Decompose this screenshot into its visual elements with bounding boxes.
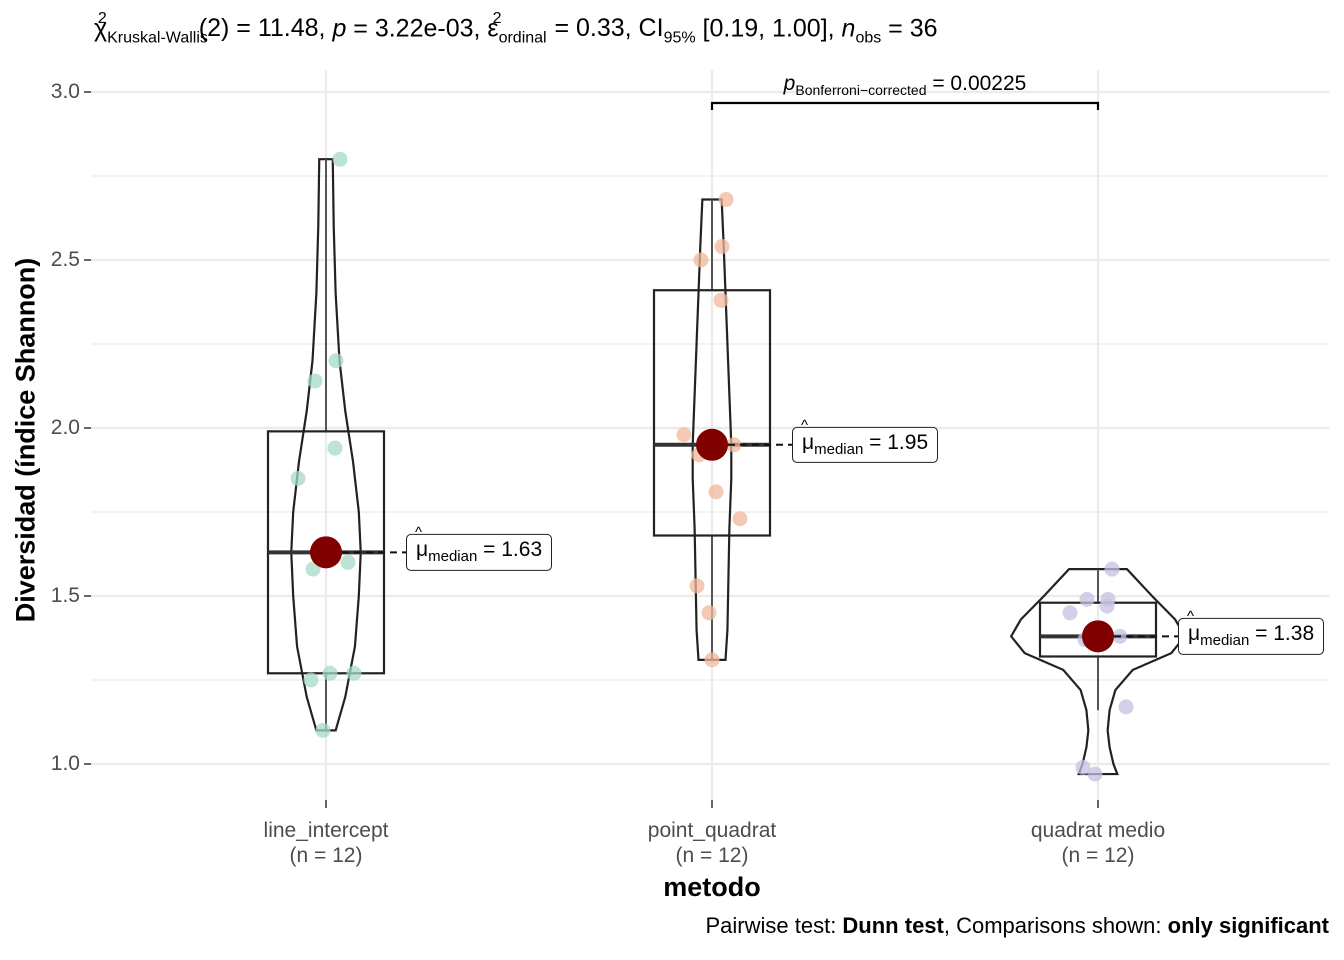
data-point [1104,561,1120,577]
subtitle-df-stat: (2) = 11.48, [198,14,333,43]
epsilon-subscript: ordinal [498,29,547,47]
y-tick-label: 2.5 [50,248,80,271]
chart-subtitle: χKruskal-Wallis2 (2) = 11.48, p = 3.22e-0… [94,10,938,47]
epsilon-superscript: 2 [492,10,502,27]
data-point [328,353,344,369]
caption-test: Dunn test [842,913,944,938]
data-point [327,440,343,456]
data-point [1062,605,1078,621]
mu-subscript: median [814,440,864,458]
median-label: μ ^ median = 1.63 [406,524,553,571]
subtitle-p-value: = 3.22e-03, [346,14,488,43]
caption-shown: only significant [1167,913,1329,938]
data-point [1099,598,1115,614]
chi-superscript: 2 [97,10,107,27]
mu-hat: ^ [415,524,423,542]
violin-outline [691,198,733,661]
x-axis-label: metodo [663,872,761,902]
y-tick-label: 1.0 [50,752,80,775]
group-line-intercept [266,151,406,808]
x-tick-label: point_quadrat (n = 12) [648,818,776,868]
group-point-quadrat [652,192,792,808]
x-tick-label: line_intercept (n = 12) [264,818,389,868]
y-tick-label: 2.0 [50,416,80,439]
subtitle-effect-size: = 0.33, CI [547,14,664,43]
group-n: (n = 12) [289,844,363,867]
y-tick-label: 1.5 [50,584,80,607]
mu-symbol: μ ^ [1187,608,1201,646]
subtitle-n-value: = 36 [881,14,938,43]
data-point [1118,699,1134,715]
subtitle-p-symbol: p [332,14,347,43]
pairwise-p-subscript: Bonferroni−corrected [795,82,927,99]
box [1038,601,1158,658]
median-label: μ ^ median = 1.38 [1178,608,1325,655]
data-point [714,239,730,255]
data-point [1075,759,1091,775]
significance-bracket [710,101,1100,110]
data-point [689,578,705,594]
data-point [315,722,331,738]
data-point [701,605,717,621]
data-point [704,652,720,668]
data-point [676,427,692,443]
data-point [718,192,734,208]
pairwise-p-value: = 0.00225 [926,72,1027,95]
mu-hat: ^ [801,416,809,434]
median-value: = 1.95 [863,430,929,454]
data-point [693,252,709,268]
group-name: point_quadrat [647,819,777,842]
data-point [322,665,338,681]
n-subscript: obs [855,29,882,47]
median-value: = 1.38 [1249,622,1315,646]
group-n: (n = 12) [1061,844,1135,867]
data-point [1079,591,1095,607]
group-quadrat-medio [1009,561,1187,808]
data-point [290,470,306,486]
epsilon-symbol: ε [487,14,499,43]
chi-symbol: χ [94,14,108,43]
ci-subscript: 95% [663,29,696,47]
median-label: μ ^ median = 1.95 [792,416,939,463]
pairwise-p-symbol: p [783,72,796,95]
subtitle-ci: [0.19, 1.00], [695,14,842,43]
mu-symbol: μ ^ [415,524,429,562]
bracket-line [710,101,1100,110]
chi-subscript: Kruskal-Wallis [107,29,208,47]
pairwise-label: pBonferroni−corrected = 0.00225 [784,72,1027,98]
mu-subscript: median [1200,632,1250,650]
median-point [696,428,728,461]
data-point [732,511,748,527]
median-point [310,536,342,569]
caption-mid: , Comparisons shown: [943,913,1168,938]
group-name: line_intercept [263,819,389,842]
mu-subscript: median [428,548,478,566]
x-tick-label: quadrat medio (n = 12) [1031,818,1165,868]
data-point [340,554,356,570]
y-axis-label: Diversidad (índice Shannon) [10,257,41,623]
mu-hat: ^ [1187,608,1195,626]
data-point [708,484,724,500]
data-point [307,373,323,389]
data-point [303,672,319,688]
data-point [332,151,348,167]
mu-symbol: μ ^ [801,416,815,454]
chart-caption: Pairwise test: Dunn test, Comparisons sh… [705,913,1329,939]
box [652,289,772,537]
median-value: = 1.63 [477,538,543,562]
group-n: (n = 12) [675,844,749,867]
data-point [1087,766,1103,782]
violin-outline [1009,568,1187,776]
y-tick-label: 3.0 [50,80,80,103]
subtitle-n-symbol: n [841,14,856,43]
data-point [346,665,362,681]
group-name: quadrat medio [1030,819,1166,842]
caption-prefix: Pairwise test: [705,913,843,938]
data-point [713,292,729,308]
median-point [1082,620,1114,653]
